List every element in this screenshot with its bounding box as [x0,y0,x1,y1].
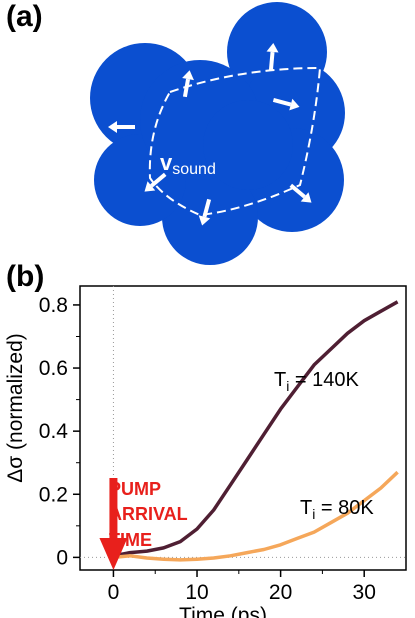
x-tick-label: 20 [269,581,292,604]
y-tick-label: 0.8 [39,294,68,317]
y-tick-label: 0 [56,546,68,569]
y-axis-label: Δσ (normalized) [4,333,27,483]
sound-arrow-3 [272,97,300,111]
x-tick-label: 30 [353,581,376,604]
x-tick-label: 10 [185,581,208,604]
sound-velocity-diagram: vsound [90,2,345,265]
sound-arrow-4 [108,121,135,133]
panel-b-label: (b) [6,260,45,293]
pump-annotation-line-2: ARRIVAL [109,504,188,524]
sound-arrow-6 [198,198,212,226]
curve-label-140k: Ti = 140K [274,369,360,394]
sigma-time-chart: 0 0.2 0.4 0.6 0.8 0 10 20 30 Time (ps) Δσ (normali… [4,285,407,618]
x-tick-label: 0 [108,581,120,604]
blob-shape [90,2,345,265]
velocity-label: vsound [160,150,216,178]
pump-annotation-line-3: TIME [109,530,152,550]
sound-arrow-2 [266,43,279,71]
velocity-subscript: sound [172,161,216,178]
curve-label-80k: Ti = 80K [300,497,374,522]
pump-arrow [99,478,128,570]
y-tick-label: 0.2 [39,483,68,506]
series-line-1 [113,300,399,558]
y-tick-label: 0.6 [39,357,68,380]
sound-arrow-5 [289,183,312,203]
sound-arrow-1 [182,70,194,98]
plot-frame [79,285,407,571]
pump-annotation-line-1: PUMP [109,479,161,499]
y-tick-label: 0.4 [39,420,69,443]
sound-arrow-7 [144,172,167,192]
series-line-2 [113,470,399,562]
x-axis-label: Time (ps) [179,604,267,618]
propagation-path [148,66,322,217]
panel-a-label: (a) [6,0,43,33]
